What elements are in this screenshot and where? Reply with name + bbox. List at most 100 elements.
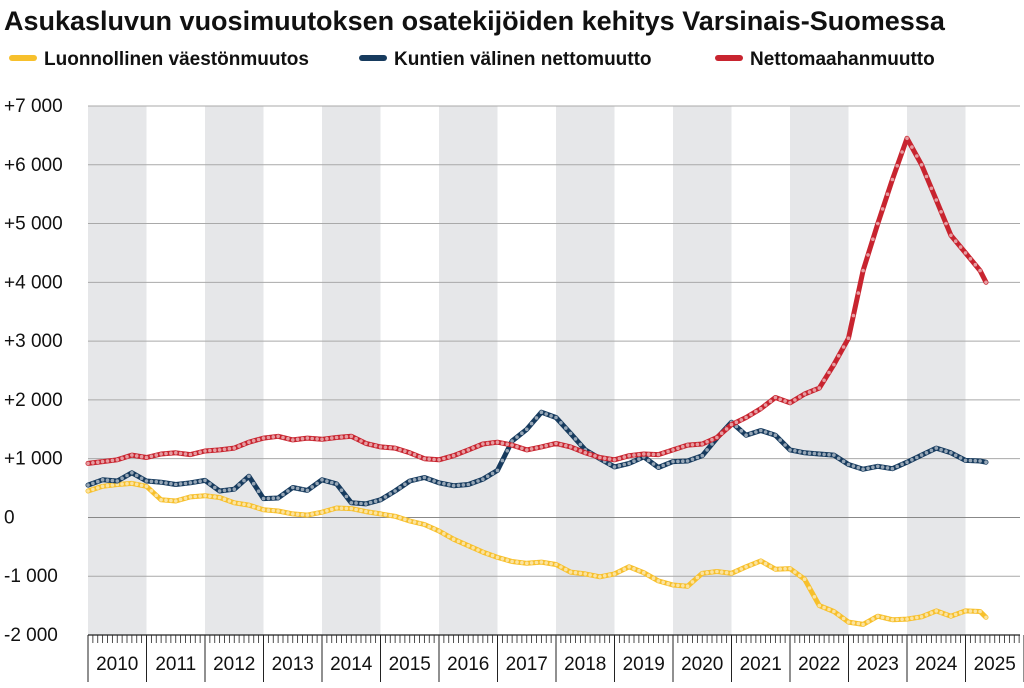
data-point xyxy=(208,482,212,486)
data-point xyxy=(924,451,929,455)
data-point xyxy=(159,452,163,456)
data-point xyxy=(281,492,285,497)
data-point xyxy=(461,483,466,487)
data-point xyxy=(408,519,412,523)
data-point xyxy=(832,362,836,367)
data-point xyxy=(676,583,680,588)
data-point xyxy=(929,186,934,191)
data-point xyxy=(432,527,436,531)
legend-label: Kuntien välinen nettomuutto xyxy=(394,49,652,70)
data-point xyxy=(788,566,792,571)
data-point xyxy=(373,443,378,448)
data-point xyxy=(193,480,197,484)
data-point xyxy=(149,479,154,484)
data-point xyxy=(529,561,534,565)
data-point xyxy=(885,192,890,196)
data-point xyxy=(700,571,705,576)
data-point xyxy=(798,395,802,399)
data-point xyxy=(651,462,656,466)
data-point xyxy=(232,487,237,492)
data-point xyxy=(851,621,856,625)
y-tick-label: +1 000 xyxy=(4,449,63,470)
data-point xyxy=(437,481,441,485)
data-point xyxy=(963,458,968,463)
data-point xyxy=(174,482,178,487)
data-point xyxy=(96,460,100,465)
data-point xyxy=(568,431,573,436)
data-point xyxy=(451,453,456,458)
data-point xyxy=(237,483,241,487)
data-point xyxy=(178,451,183,456)
data-point xyxy=(919,615,924,619)
data-point xyxy=(500,458,505,463)
data-point xyxy=(291,485,295,490)
data-point xyxy=(739,429,744,433)
data-point xyxy=(305,436,310,440)
data-point xyxy=(378,498,383,502)
data-point xyxy=(749,412,753,417)
data-point xyxy=(291,512,295,516)
data-point xyxy=(729,422,734,427)
x-tick-label-2023: 2023 xyxy=(857,654,899,675)
data-point xyxy=(544,412,548,416)
data-point xyxy=(690,457,695,462)
year-band-2014 xyxy=(322,106,381,635)
data-point xyxy=(447,455,451,459)
data-point xyxy=(203,478,207,483)
data-point xyxy=(715,435,719,440)
data-point xyxy=(890,177,895,182)
data-point xyxy=(130,453,134,457)
data-point xyxy=(232,446,237,450)
data-point xyxy=(564,443,568,448)
data-point xyxy=(573,437,578,441)
data-point xyxy=(949,614,953,618)
data-point xyxy=(364,502,368,506)
data-point xyxy=(461,450,466,454)
data-point xyxy=(754,430,758,434)
data-point xyxy=(666,449,670,454)
data-point xyxy=(939,610,943,615)
data-point xyxy=(188,452,193,457)
data-point xyxy=(685,459,690,463)
data-point xyxy=(159,498,163,502)
data-point xyxy=(642,570,646,575)
data-point xyxy=(466,448,471,452)
data-point xyxy=(320,478,324,482)
data-point xyxy=(768,431,773,436)
data-point xyxy=(276,434,280,439)
data-point xyxy=(427,477,432,482)
data-point xyxy=(256,506,261,511)
data-point xyxy=(227,488,232,492)
data-point xyxy=(876,221,880,226)
x-tick-label-2014: 2014 xyxy=(330,654,373,675)
data-point xyxy=(759,428,763,433)
data-point xyxy=(681,584,685,588)
data-point xyxy=(807,390,812,394)
data-point xyxy=(271,508,276,513)
year-band-2010 xyxy=(88,106,147,635)
data-point xyxy=(549,414,553,418)
data-point xyxy=(749,563,753,567)
data-point xyxy=(890,466,895,471)
data-point xyxy=(178,497,183,502)
data-point xyxy=(485,474,490,479)
data-point xyxy=(242,442,246,447)
data-point xyxy=(822,378,826,383)
data-point xyxy=(495,468,500,473)
data-point xyxy=(554,415,558,420)
data-point xyxy=(315,437,319,441)
data-point xyxy=(968,458,973,463)
data-point xyxy=(915,455,919,460)
data-point xyxy=(466,543,471,548)
data-point xyxy=(330,480,334,485)
data-point xyxy=(929,448,934,453)
y-tick-label: +5 000 xyxy=(4,214,63,235)
data-point xyxy=(203,493,207,498)
data-point xyxy=(817,452,822,456)
data-point xyxy=(188,495,193,499)
data-point xyxy=(646,452,651,457)
data-point xyxy=(671,459,675,464)
data-point xyxy=(685,584,690,588)
data-point xyxy=(261,496,266,501)
data-point xyxy=(251,504,256,509)
